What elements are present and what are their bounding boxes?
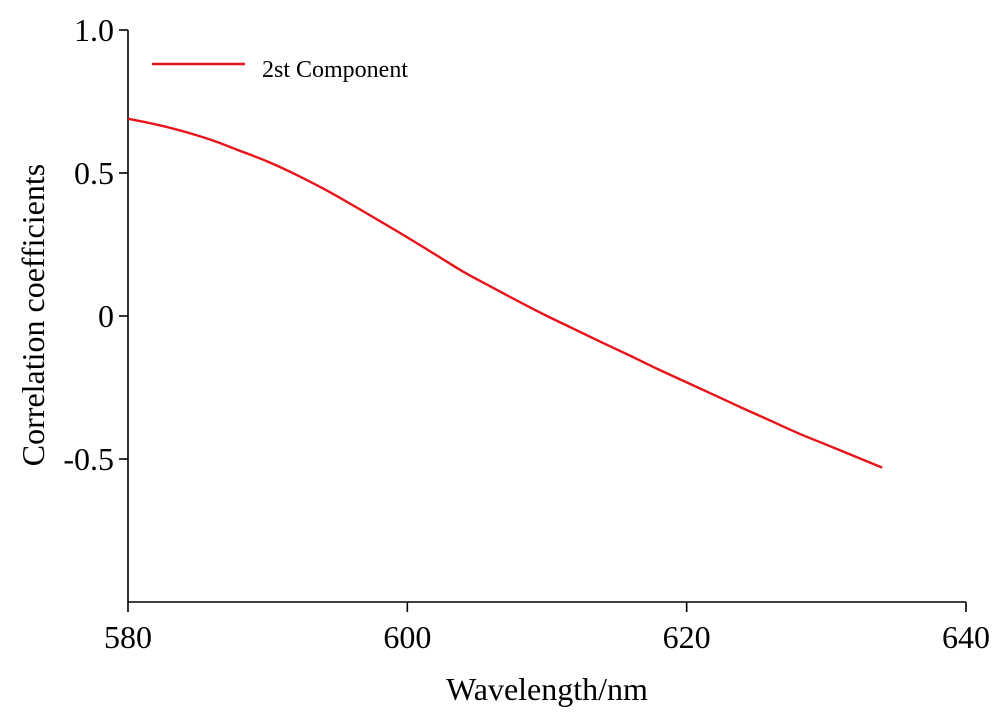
x-tick-label: 640 bbox=[942, 619, 990, 655]
y-ticks: 1.0 0.5 0 -0.5 bbox=[63, 12, 128, 477]
series-layer bbox=[127, 117, 883, 469]
x-tick-label: 600 bbox=[383, 619, 431, 655]
x-tick-label: 580 bbox=[104, 619, 152, 655]
legend-label: 2st Component bbox=[262, 57, 408, 83]
y-axis-title: Correlation coefficients bbox=[15, 164, 51, 466]
y-tick-label: 0 bbox=[98, 298, 114, 334]
y-tick-label: 1.0 bbox=[74, 12, 114, 48]
y-tick-label: -0.5 bbox=[63, 441, 114, 477]
x-axis-title: Wavelength/nm bbox=[446, 671, 648, 707]
series-line bbox=[127, 117, 883, 469]
legend: 2st Component bbox=[152, 57, 408, 83]
x-ticks: 580 600 620 640 bbox=[104, 602, 990, 655]
y-tick-label: 0.5 bbox=[74, 155, 114, 191]
x-tick-label: 620 bbox=[663, 619, 711, 655]
